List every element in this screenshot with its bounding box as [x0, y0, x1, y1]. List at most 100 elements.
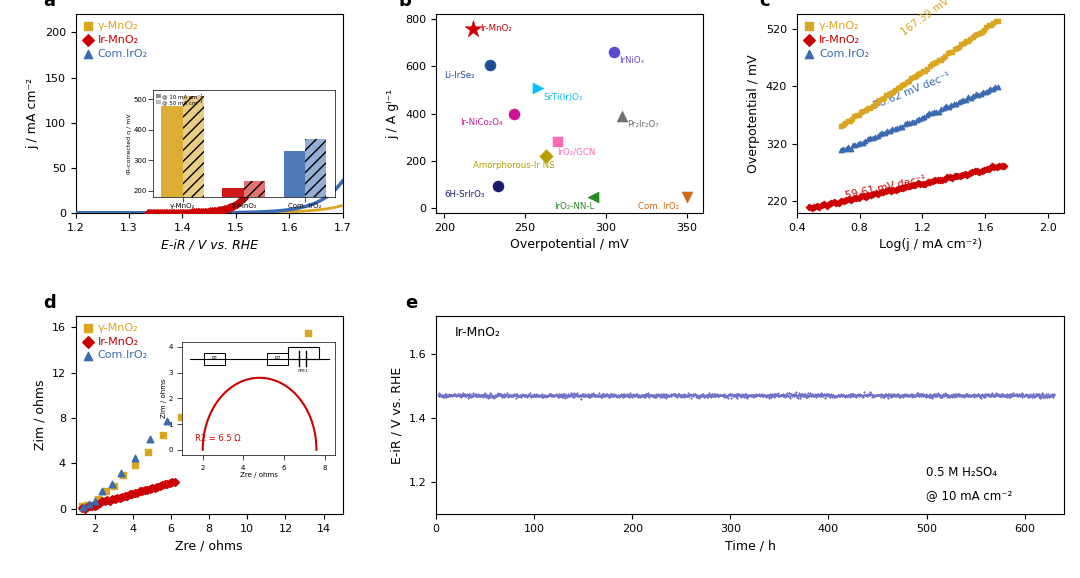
Point: [436, 391, 454, 401]
Point: [677, 391, 694, 400]
Point: [841, 392, 859, 401]
Point: [920, 392, 937, 401]
Point: [946, 172, 963, 181]
Point: [651, 391, 669, 400]
Point: [1041, 391, 1058, 401]
Point: [1000, 390, 1017, 399]
Point: [556, 391, 573, 400]
Point: [622, 390, 639, 399]
Point: [487, 391, 504, 401]
Point: [1040, 392, 1057, 402]
Point: [528, 390, 545, 399]
Point: [1037, 391, 1054, 401]
Point: [845, 194, 862, 203]
Point: [661, 390, 678, 399]
Point: [553, 392, 570, 402]
Text: a: a: [43, 0, 55, 10]
Point: [833, 390, 850, 399]
Point: [825, 391, 842, 400]
Point: [970, 390, 987, 399]
Point: [873, 95, 890, 104]
Point: [878, 390, 895, 399]
Point: [514, 390, 531, 399]
Point: [768, 390, 785, 399]
Point: [670, 391, 687, 400]
Point: [795, 390, 812, 399]
Point: [730, 391, 747, 400]
Point: [814, 391, 832, 400]
Point: [618, 390, 635, 399]
Point: [718, 391, 735, 400]
Point: [800, 391, 818, 400]
Point: [693, 390, 711, 399]
Point: [928, 57, 945, 66]
Point: [702, 391, 719, 400]
Point: [451, 391, 469, 400]
Point: [984, 390, 1001, 399]
Point: [943, 391, 960, 400]
Point: [475, 390, 492, 399]
Point: [434, 391, 451, 400]
Point: [1005, 391, 1023, 400]
Point: [492, 391, 510, 401]
Point: [592, 390, 609, 399]
Point: [791, 393, 808, 402]
Point: [980, 390, 997, 399]
Point: [823, 391, 840, 401]
Point: [440, 391, 457, 401]
Point: [733, 391, 751, 400]
Point: [1030, 390, 1048, 399]
Point: [838, 391, 855, 400]
Point: [718, 391, 735, 401]
Point: [106, 495, 123, 504]
Point: [126, 454, 144, 463]
Point: [777, 391, 794, 401]
Point: [625, 390, 643, 399]
Point: [748, 390, 766, 399]
Point: [694, 391, 712, 400]
Point: [934, 390, 951, 399]
Point: [848, 390, 865, 399]
Point: [840, 390, 858, 399]
Point: [616, 389, 633, 398]
Point: [471, 391, 488, 401]
Point: [510, 391, 527, 400]
Point: [735, 393, 753, 402]
Point: [538, 151, 555, 161]
Point: [920, 109, 937, 118]
Point: [802, 392, 820, 401]
Point: [886, 124, 903, 134]
Point: [1022, 392, 1039, 401]
Point: [676, 390, 693, 399]
Point: [656, 390, 673, 399]
Point: [935, 391, 953, 400]
Point: [681, 390, 699, 399]
Point: [988, 391, 1005, 400]
Text: Ir-NiCo₂O₄: Ir-NiCo₂O₄: [460, 118, 503, 127]
Point: [968, 391, 985, 400]
Point: [639, 391, 657, 401]
Point: [446, 391, 463, 400]
Point: [526, 391, 543, 400]
Point: [997, 392, 1014, 401]
Point: [542, 390, 559, 399]
Point: [488, 391, 505, 401]
Point: [783, 391, 800, 401]
Point: [778, 390, 795, 399]
Point: [530, 390, 548, 399]
Point: [445, 391, 462, 400]
Point: [465, 390, 483, 399]
Point: [828, 391, 846, 400]
Point: [667, 390, 685, 399]
Point: [630, 392, 647, 401]
Point: [858, 391, 875, 400]
Point: [759, 390, 777, 399]
Point: [1009, 391, 1026, 401]
Point: [536, 391, 553, 400]
Point: [969, 390, 986, 399]
Point: [786, 390, 804, 399]
Point: [595, 389, 612, 398]
Point: [197, 208, 214, 217]
Point: [951, 390, 969, 399]
Point: [828, 392, 846, 401]
